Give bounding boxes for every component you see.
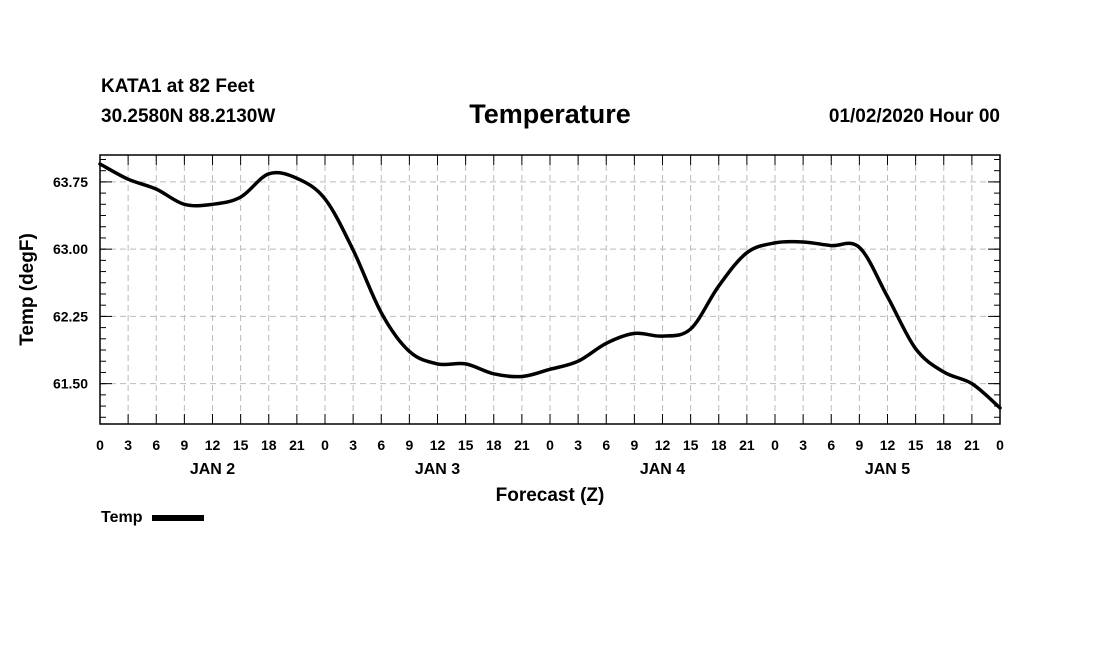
x-tick-label: 3	[574, 437, 582, 453]
x-tick-label: 6	[152, 437, 160, 453]
x-tick-label: 0	[546, 437, 554, 453]
x-tick-label: 9	[855, 437, 863, 453]
day-label: JAN 2	[190, 461, 235, 478]
forecast-datetime: 01/02/2020 Hour 00	[828, 106, 1000, 127]
x-tick-label: 0	[321, 437, 329, 453]
y-tick-label: 62.25	[53, 308, 88, 324]
x-tick-label: 6	[602, 437, 610, 453]
x-tick-label: 3	[799, 437, 807, 453]
temp-series-line	[98, 162, 1002, 410]
x-tick-label: 3	[349, 437, 357, 453]
x-tick-label: 21	[964, 437, 980, 453]
legend-swatch	[152, 515, 205, 521]
x-tick-label: 18	[936, 437, 952, 453]
day-label: JAN 4	[640, 461, 685, 478]
x-tick-label: 3	[124, 437, 132, 453]
station-label: KATA1 at 82 Feet	[101, 76, 255, 97]
y-tick-label: 61.50	[53, 376, 88, 392]
x-tick-label: 18	[261, 437, 277, 453]
x-tick-label: 21	[289, 437, 305, 453]
x-tick-label: 21	[514, 437, 530, 453]
x-axis-label: Forecast (Z)	[496, 485, 605, 506]
legend: Temp	[101, 509, 205, 527]
x-tick-label: 18	[486, 437, 502, 453]
x-tick-label: 9	[405, 437, 413, 453]
x-tick-label: 6	[377, 437, 385, 453]
day-label: JAN 3	[415, 461, 460, 478]
x-tick-label: 0	[996, 437, 1004, 453]
x-tick-label: 0	[96, 437, 104, 453]
chart-title: Temperature	[469, 99, 631, 129]
legend-label: Temp	[101, 509, 143, 526]
x-tick-label: 12	[205, 437, 221, 453]
x-tick-label: 6	[827, 437, 835, 453]
day-label: JAN 5	[865, 461, 910, 478]
x-tick-label: 12	[655, 437, 671, 453]
x-tick-label: 9	[630, 437, 638, 453]
x-tick-label: 9	[180, 437, 188, 453]
x-tick-label: 15	[683, 437, 699, 453]
x-tick-label: 15	[233, 437, 249, 453]
y-tick-label: 63.75	[53, 174, 88, 190]
y-tick-label: 63.00	[53, 241, 88, 257]
x-tick-label: 21	[739, 437, 755, 453]
x-tick-label: 12	[880, 437, 896, 453]
x-tick-label: 15	[458, 437, 474, 453]
x-tick-label: 15	[908, 437, 924, 453]
y-axis-label: Temp (degF)	[17, 233, 38, 346]
x-tick-label: 0	[771, 437, 779, 453]
x-tick-label: 18	[711, 437, 727, 453]
coordinates-label: 30.2580N 88.2130W	[101, 106, 276, 127]
x-tick-label: 12	[430, 437, 446, 453]
